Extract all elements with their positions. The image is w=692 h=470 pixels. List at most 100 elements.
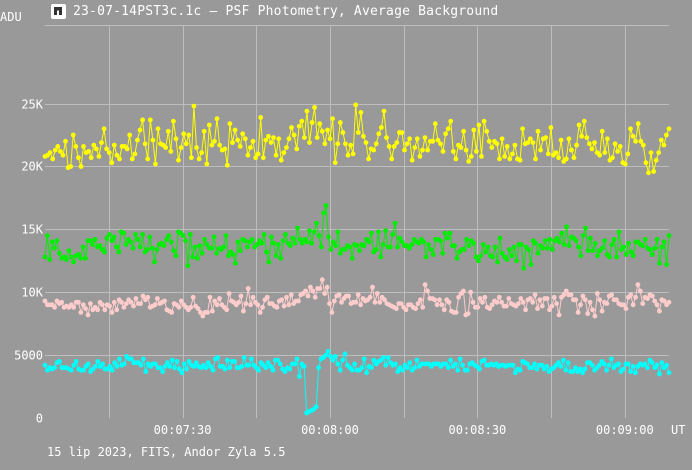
data-point [648,150,654,156]
data-point [248,302,254,308]
data-point [626,240,631,246]
data-point [418,297,423,303]
data-point [574,142,579,148]
data-point [230,140,235,146]
data-point [499,136,505,142]
data-point [166,233,172,239]
data-point [92,237,98,242]
data-point [499,299,504,305]
data-point [466,243,472,249]
data-point [417,154,423,159]
data-point [558,364,564,369]
data-point [85,312,91,318]
data-point [181,131,187,137]
data-point [494,141,500,147]
data-point [265,360,271,366]
data-point [149,245,155,251]
data-point [506,296,512,301]
data-point [512,142,518,148]
data-point [114,244,119,250]
data-point [640,142,646,148]
data-point [399,239,405,245]
data-point [507,156,513,162]
data-point [489,145,495,151]
data-point [373,141,379,147]
data-point [573,238,579,244]
data-point [215,355,221,360]
data-point [414,136,420,142]
data-point [208,364,214,369]
data-point [358,110,364,115]
data-point [50,156,56,162]
data-point [565,360,571,366]
data-point [545,151,551,157]
chart-labels-layer: ADU UT 0 5000 10K 15K 20K 25K 00:07:30 00:08:00… [0,10,685,437]
data-point [453,310,459,315]
data-point [628,369,633,374]
data-point [625,151,631,157]
footer-info: 15 lip 2023, FITS, Andor Zyla 5.5 [47,445,286,459]
data-point [547,307,552,313]
data-point [292,361,297,367]
data-point [413,306,418,311]
data-point [549,303,555,309]
data-point [456,294,461,300]
data-point [192,244,198,250]
data-point [510,362,516,368]
data-point [157,365,163,371]
data-point [155,296,160,301]
data-point [464,237,469,242]
data-point [145,156,151,162]
data-point [556,360,561,366]
data-point [438,141,443,147]
data-point [154,247,160,252]
data-point [345,152,351,158]
data-point [263,365,269,371]
data-point [114,364,120,369]
data-point [614,297,619,303]
data-point [225,357,230,363]
data-point [380,242,386,247]
data-point [121,361,127,367]
data-point [274,304,280,310]
data-point [556,155,561,161]
data-point [628,249,634,255]
data-point [599,245,605,251]
data-point [564,224,569,230]
data-point [296,123,302,129]
x-axis-label: UT [671,423,685,437]
data-point [190,294,196,300]
data-point [60,152,66,158]
data-point [185,263,191,269]
x-tick-label: 00:08:30 [448,423,506,437]
data-point [654,302,660,308]
data-point [200,313,206,319]
data-point [174,359,180,364]
data-point [52,147,58,153]
data-point [78,255,84,261]
data-point [203,365,209,371]
data-point [52,365,57,371]
telescope-app-icon[interactable] [51,4,66,19]
data-point [336,292,342,298]
data-point [395,369,401,374]
data-point [264,249,269,255]
data-point [386,144,392,149]
data-point [579,133,585,139]
data-point [248,145,253,151]
data-point [609,292,614,298]
data-point [561,292,567,298]
data-point [117,356,122,362]
data-point [329,310,335,315]
data-point [412,145,418,151]
data-point [214,116,220,122]
data-point [152,259,158,265]
data-point [325,127,330,133]
data-point [109,310,115,315]
data-point [407,360,413,366]
data-point [168,149,174,154]
data-point [140,117,146,123]
data-point [664,262,669,267]
data-point [485,244,491,250]
